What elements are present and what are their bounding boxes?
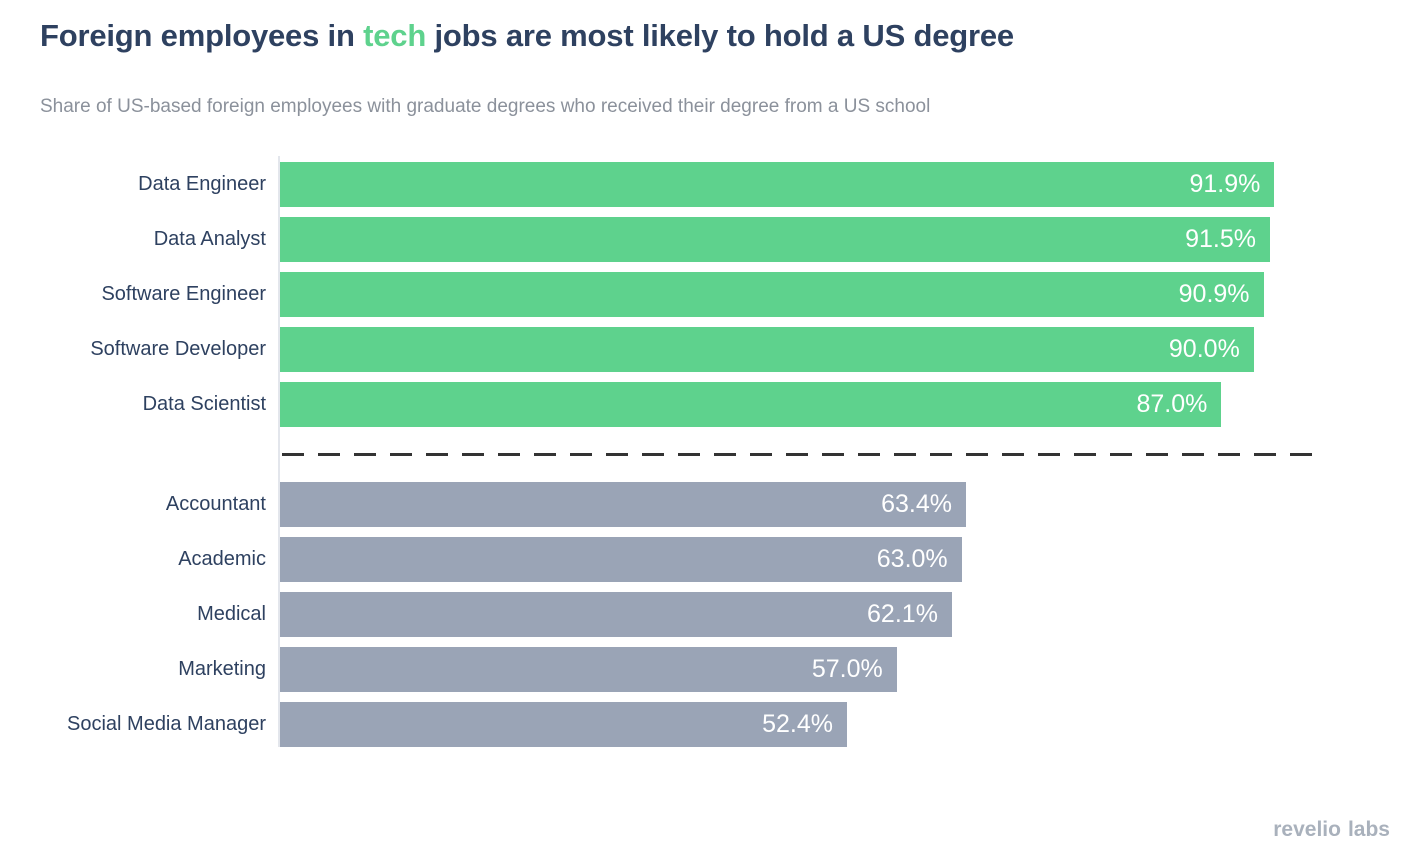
category-label: Software Developer [90,338,266,360]
plot-area: 63.0% [280,537,1362,582]
category-label: Medical [197,603,266,625]
bar-row: Marketing 57.0% [40,647,1370,692]
bar-row: Social Media Manager 52.4% [40,702,1370,747]
plot-area: 90.0% [280,327,1362,372]
plot-area: 52.4% [280,702,1362,747]
plot-area: 91.5% [280,217,1362,262]
bar-non-tech: 63.4% [280,482,966,527]
page-title: Foreign employees in tech jobs are most … [40,18,1418,54]
bar-non-tech: 52.4% [280,702,847,747]
category-label: Academic [178,548,266,570]
group-separator-dashed-line [282,453,1320,456]
title-suffix: jobs are most likely to hold a US degree [426,18,1014,53]
bar-row: Academic 63.0% [40,537,1370,582]
bar-tech: 90.9% [280,272,1264,317]
value-label: 91.5% [1185,225,1257,253]
value-label: 63.0% [876,545,948,573]
category-label: Marketing [178,658,266,680]
bar-tech: 91.5% [280,217,1271,262]
category-label: Data Scientist [142,393,266,415]
bar-row: Medical 62.1% [40,592,1370,637]
category-label: Social Media Manager [67,713,266,735]
value-label: 91.9% [1189,170,1261,198]
chart-subtitle: Share of US-based foreign employees with… [40,96,931,117]
bar-tech: 90.0% [280,327,1254,372]
value-label: 63.4% [881,490,952,518]
bar-row: Software Engineer 90.9% [40,272,1370,317]
title-prefix: Foreign employees in [40,18,364,53]
plot-area: 90.9% [280,272,1362,317]
value-label: 90.0% [1168,335,1240,363]
value-label: 57.0% [811,655,883,683]
plot-area: 63.4% [280,482,1362,527]
plot-area: 62.1% [280,592,1362,637]
plot-area: 91.9% [280,162,1362,207]
logo-part-labs: labs [1347,818,1390,841]
logo-part-revelio: revelio [1273,818,1341,841]
plot-area: 87.0% [280,382,1362,427]
value-label: 62.1% [867,600,938,628]
bar-tech: 91.9% [280,162,1275,207]
value-label: 87.0% [1136,390,1208,418]
category-label: Data Engineer [138,173,266,195]
value-label: 52.4% [762,710,833,738]
bar-non-tech: 63.0% [280,537,962,582]
bar-non-tech: 57.0% [280,647,897,692]
y-axis-line [278,156,280,747]
title-highlight-tech: tech [363,18,427,53]
bar-row: Accountant 63.4% [40,482,1370,527]
bar-chart: Data Engineer 91.9% Data Analyst 91.5% Softw… [40,156,1370,747]
bar-row: Data Analyst 91.5% [40,217,1370,262]
bar-row: Data Engineer 91.9% [40,162,1370,207]
revelio-labs-logo: revelio labs [1273,818,1390,842]
category-label: Accountant [165,493,266,515]
category-label: Software Engineer [101,283,266,305]
plot-area: 57.0% [280,647,1362,692]
value-label: 90.9% [1178,280,1250,308]
category-label: Data Analyst [153,228,266,250]
bar-non-tech: 62.1% [280,592,952,637]
bar-row: Data Scientist 87.0% [40,382,1370,427]
bar-row: Software Developer 90.0% [40,327,1370,372]
bar-tech: 87.0% [280,382,1222,427]
